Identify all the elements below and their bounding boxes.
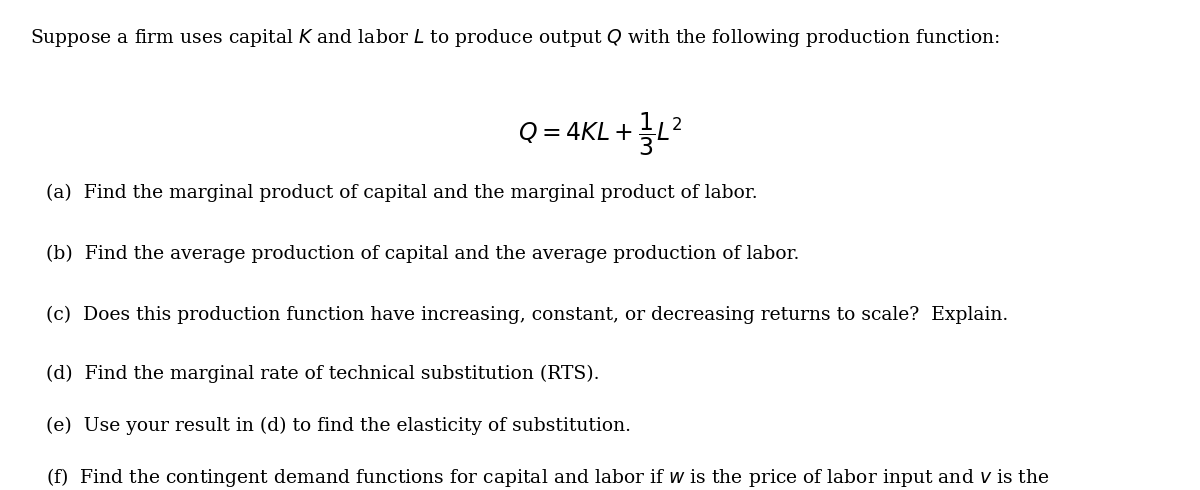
Text: $Q = 4KL + \dfrac{1}{3}L^2$: $Q = 4KL + \dfrac{1}{3}L^2$ <box>518 110 682 158</box>
Text: (b)  Find the average production of capital and the average production of labor.: (b) Find the average production of capit… <box>46 245 799 263</box>
Text: (c)  Does this production function have increasing, constant, or decreasing retu: (c) Does this production function have i… <box>46 306 1008 324</box>
Text: (d)  Find the marginal rate of technical substitution (RTS).: (d) Find the marginal rate of technical … <box>46 365 599 383</box>
Text: (e)  Use your result in (d) to find the elasticity of substitution.: (e) Use your result in (d) to find the e… <box>46 416 631 435</box>
Text: (f)  Find the contingent demand functions for capital and labor if $w$ is the pr: (f) Find the contingent demand functions… <box>46 466 1049 490</box>
Text: Suppose a firm uses capital $K$ and labor $L$ to produce output $Q$ with the fol: Suppose a firm uses capital $K$ and labo… <box>30 27 1000 49</box>
Text: (a)  Find the marginal product of capital and the marginal product of labor.: (a) Find the marginal product of capital… <box>46 184 757 202</box>
